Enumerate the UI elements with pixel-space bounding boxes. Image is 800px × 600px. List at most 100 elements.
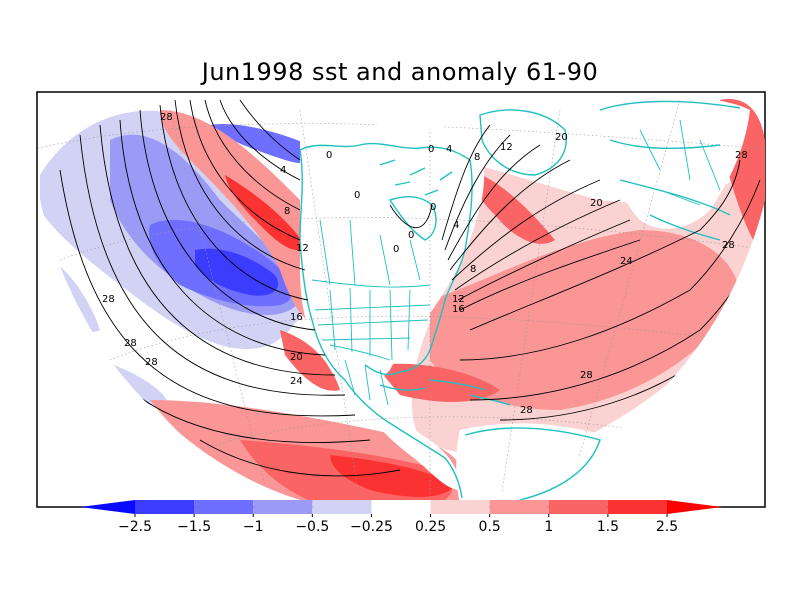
colorbar-tick-label: −1: [243, 519, 264, 535]
contour-label: 28: [145, 357, 158, 368]
south-america-land: [456, 423, 620, 505]
contour-atlantic: [459, 179, 761, 361]
contour-pacific: [129, 389, 371, 443]
contour-pacific: [219, 99, 301, 181]
contour-atlantic: [459, 239, 641, 311]
contour-label: 8: [474, 152, 480, 163]
contour-label: 0: [430, 202, 436, 213]
colorbar-min-arrow: [80, 500, 135, 514]
contour-label: 16: [290, 312, 303, 323]
contour-label: 12: [500, 142, 513, 153]
contour-pacific: [119, 119, 326, 356]
contour-label: 16: [452, 304, 465, 315]
positive-anomaly-baja: [280, 330, 340, 391]
contour-label: 28: [160, 112, 173, 123]
contour-label: 0: [354, 190, 360, 201]
contour-label: 4: [453, 220, 459, 231]
europe-land: [600, 95, 750, 229]
contour-pacific: [174, 99, 306, 271]
contour-pacific: [199, 439, 401, 477]
contour-label: 28: [722, 240, 735, 251]
colorbar-tick-label: 1.5: [597, 519, 619, 535]
us-states-grid: [314, 287, 431, 361]
colorbar-tick-label: −2.5: [118, 519, 152, 535]
contour-atlantic: [457, 219, 631, 301]
canadian-archipelago: [379, 159, 453, 196]
graticule: [37, 99, 765, 505]
contour-atlantic: [444, 134, 511, 251]
colorbar-segment: [548, 500, 608, 514]
contour-atlantic: [469, 159, 741, 331]
contour-pacific: [189, 99, 301, 241]
map-title: Jun1998 sst and anomaly 61-90: [201, 58, 599, 86]
europe-borders: [639, 119, 721, 206]
colorbar-segment: [430, 500, 490, 514]
colorbar-segment: [371, 500, 431, 514]
colorbar: −2.5 −1.5 −1 −0.5 −0.25 0.25 0.5 1 1.5 2.5: [80, 500, 722, 535]
contour-label: 12: [452, 294, 465, 305]
negative-anomaly-west: [40, 250, 100, 332]
south-america-coast: [464, 427, 601, 501]
contour-atlantic: [454, 199, 621, 291]
contour-label: 4: [280, 165, 286, 176]
contour-atlantic: [451, 179, 601, 281]
atlantic-coast: [399, 159, 473, 373]
positive-anomaly-caribbean: [375, 363, 500, 402]
contour-pacific: [204, 99, 301, 211]
contour-label: 20: [290, 352, 303, 363]
contour-label: 24: [620, 256, 633, 267]
positive-anomaly-pacific-band: [160, 110, 324, 322]
contour-labels: 28 4 0 8 12 16 20 24 28 28 28 0 0 0 0 4 …: [102, 112, 748, 416]
mexico-states: [344, 359, 389, 406]
contour-pacific: [59, 169, 356, 417]
colorbar-segment: [489, 500, 549, 514]
colorbar-segment: [135, 500, 195, 514]
contour-label: 0: [393, 244, 399, 255]
arctic-coast: [299, 142, 471, 161]
colorbar-tick-label: −0.5: [295, 519, 329, 535]
political-borders: [311, 119, 721, 406]
contour-label: 4: [446, 144, 452, 155]
europe-coast: [599, 100, 741, 241]
contour-hudson: [389, 204, 433, 228]
colorbar-tick-label: 0.25: [415, 519, 446, 535]
colorbar-tick-label: −0.25: [350, 519, 393, 535]
canada-provinces: [319, 219, 421, 286]
central-america-land: [360, 400, 460, 490]
contour-atlantic: [441, 124, 491, 241]
colorbar-tick-label: 0.5: [479, 519, 501, 535]
contour-atlantic: [447, 144, 541, 261]
contour-label: 12: [296, 243, 309, 254]
contour-label: 0: [408, 230, 414, 241]
contour-label: 28: [124, 338, 137, 349]
contour-label: 8: [284, 206, 290, 217]
contour-atlantic: [449, 159, 571, 271]
us-mexico-border: [329, 344, 391, 361]
positive-anomaly-atlantic-core: [470, 170, 555, 244]
contour-label: 20: [555, 132, 568, 143]
colorbar-tick-label: 1: [544, 519, 553, 535]
contour-pacific: [79, 134, 346, 396]
colorbar-max-arrow: [667, 500, 722, 514]
contour-label: 8: [470, 264, 476, 275]
contour-label: 0: [428, 144, 434, 155]
land: [300, 95, 750, 505]
contour-pacific: [159, 104, 309, 301]
hudson-bay: [388, 196, 437, 241]
colorbar-tick-label: 2.5: [656, 519, 678, 535]
contour-label: 20: [590, 198, 603, 209]
contour-pacific: [99, 124, 336, 376]
contour-pacific: [139, 109, 316, 331]
colorbar-segment: [194, 500, 254, 514]
contour-label: 24: [290, 376, 303, 387]
north-america-land: [300, 135, 485, 401]
us-canada-border: [311, 279, 431, 288]
positive-anomaly-tropical-hot: [330, 455, 455, 497]
positive-anomaly-pacific-core: [225, 175, 305, 250]
colorbar-tick-label: −1.5: [177, 519, 211, 535]
contour-label: 28: [102, 294, 115, 305]
contour-label: 28: [735, 150, 748, 161]
contour-pacific: [239, 99, 301, 161]
negative-anomaly-north: [210, 124, 321, 164]
